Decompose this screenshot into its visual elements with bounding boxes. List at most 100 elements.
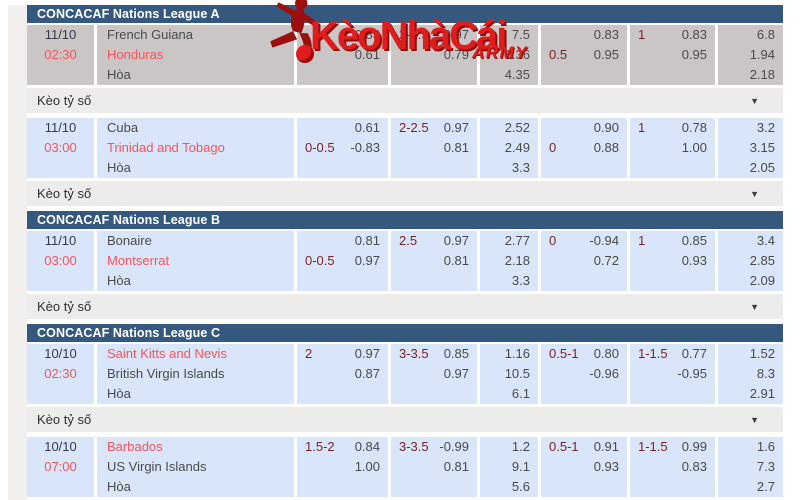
odds-value[interactable]: 2.77 [504, 233, 530, 248]
odds-value[interactable]: 5.6 [511, 479, 530, 494]
ht-overunder-cell[interactable]: 1-1.5 0.77 -0.95 [630, 344, 715, 404]
odds-value[interactable]: 2.85 [749, 253, 775, 268]
odds-value[interactable]: 1.00 [681, 140, 707, 155]
ht-1x2-cell[interactable]: 3.4 2.85 2.09 [718, 231, 783, 291]
odds-value[interactable]: 7.5 [511, 27, 530, 42]
ht-overunder-cell[interactable]: 1-1.5 0.99 0.83 [630, 437, 715, 497]
ft-overunder-cell[interactable]: 2-2.5 0.97 0.81 [391, 118, 477, 178]
odds-line[interactable]: 0 -0.94 [541, 231, 627, 251]
odds-value[interactable]: -0.83 [350, 140, 380, 155]
odds-value[interactable]: 2.49 [504, 140, 530, 155]
odds-line[interactable]: 0.83 [541, 25, 627, 45]
score-odds-row[interactable]: Kèo tỷ số ▼ [27, 407, 783, 432]
odds-value[interactable]: 2.18 [504, 253, 530, 268]
odds-value[interactable]: -0.95 [677, 366, 707, 381]
odds-value[interactable]: 0.90 [593, 120, 619, 135]
odds-value[interactable]: 0.93 [593, 459, 619, 474]
odds-value[interactable]: 2.18 [749, 67, 775, 82]
odds-value[interactable]: 0.97 [443, 27, 469, 42]
odds-line[interactable]: 0-0.5 -0.83 [297, 138, 388, 158]
odds-value[interactable]: 1.2 [511, 439, 530, 454]
odds-line[interactable]: 0-0.5 0.97 [297, 251, 388, 271]
odds-line[interactable]: 1 0.83 [630, 25, 715, 45]
odds-line[interactable]: 0.81 [297, 231, 388, 251]
odds-value[interactable]: 6.1 [511, 386, 530, 401]
odds-line[interactable]: 1-1.5 0.99 [630, 437, 715, 457]
odds-line[interactable]: 1.00 [630, 138, 715, 158]
odds-value[interactable]: 3.3 [511, 273, 530, 288]
chevron-down-icon[interactable]: ▼ [750, 96, 759, 106]
odds-line[interactable]: 0.83 [297, 25, 388, 45]
odds-value[interactable]: 1.36 [504, 47, 530, 62]
odds-value[interactable]: -0.94 [589, 233, 619, 248]
odds-value[interactable]: 1.16 [504, 346, 530, 361]
odds-value[interactable]: 9.1 [511, 459, 530, 474]
odds-value[interactable]: 4.35 [504, 67, 530, 82]
odds-line[interactable]: 0.95 [630, 45, 715, 65]
odds-value[interactable]: 10.5 [504, 366, 530, 381]
odds-line[interactable]: 0.72 [541, 251, 627, 271]
score-odds-row[interactable]: Kèo tỷ số ▼ [27, 88, 783, 113]
ft-handicap-cell[interactable]: 0.81 0-0.5 0.97 [297, 231, 388, 291]
odds-line[interactable]: 1 0.85 [630, 231, 715, 251]
odds-value[interactable]: 0.97 [443, 233, 469, 248]
odds-line[interactable]: 0.97 [391, 364, 477, 384]
odds-line[interactable]: 0.81 [391, 457, 477, 477]
ft-1x2-cell[interactable]: 2.52 2.49 3.3 [480, 118, 538, 178]
odds-value[interactable]: 0.99 [681, 439, 707, 454]
odds-value[interactable]: 0.87 [354, 366, 380, 381]
odds-line[interactable]: 1 0.78 [630, 118, 715, 138]
odds-value[interactable]: 8.3 [756, 366, 775, 381]
ft-handicap-cell[interactable]: 0.83 1 0.61 [297, 25, 388, 85]
ft-overunder-cell[interactable]: 3-3.5 0.85 0.97 [391, 344, 477, 404]
ht-handicap-cell[interactable]: 0 -0.94 0.72 [541, 231, 627, 291]
odds-value[interactable]: 0.81 [443, 140, 469, 155]
odds-line[interactable]: 3-3.5 0.85 [391, 344, 477, 364]
odds-line[interactable]: 0.5-1 0.80 [541, 344, 627, 364]
odds-value[interactable]: 0.84 [354, 439, 380, 454]
odds-line[interactable]: 0.81 [391, 138, 477, 158]
odds-value[interactable]: 0.81 [443, 253, 469, 268]
chevron-down-icon[interactable]: ▼ [750, 189, 759, 199]
chevron-down-icon[interactable]: ▼ [750, 415, 759, 425]
ft-1x2-cell[interactable]: 1.16 10.5 6.1 [480, 344, 538, 404]
odds-line[interactable]: 1.00 [297, 457, 388, 477]
odds-value[interactable]: 0.61 [354, 47, 380, 62]
odds-line[interactable]: 0.87 [297, 364, 388, 384]
odds-value[interactable]: 3.2 [756, 120, 775, 135]
odds-line[interactable]: 3-3.5 -0.99 [391, 437, 477, 457]
odds-line[interactable]: 0.81 [391, 251, 477, 271]
ht-overunder-cell[interactable]: 1 0.78 1.00 [630, 118, 715, 178]
odds-value[interactable]: 0.81 [443, 459, 469, 474]
odds-value[interactable]: 7.3 [756, 459, 775, 474]
odds-value[interactable]: 2.91 [749, 386, 775, 401]
odds-value[interactable]: 3.3 [511, 160, 530, 175]
ft-handicap-cell[interactable]: 1.5-2 0.84 1.00 [297, 437, 388, 497]
odds-value[interactable]: -0.99 [439, 439, 469, 454]
odds-value[interactable]: 0.81 [354, 233, 380, 248]
ht-1x2-cell[interactable]: 3.2 3.15 2.05 [718, 118, 783, 178]
ht-1x2-cell[interactable]: 1.52 8.3 2.91 [718, 344, 783, 404]
ft-overunder-cell[interactable]: 2.5 0.97 0.81 [391, 231, 477, 291]
odds-value[interactable]: 0.85 [443, 346, 469, 361]
odds-line[interactable]: -0.96 [541, 364, 627, 384]
odds-line[interactable]: 1 0.61 [297, 45, 388, 65]
odds-value[interactable]: -0.96 [589, 366, 619, 381]
odds-value[interactable]: 0.61 [354, 120, 380, 135]
odds-value[interactable]: 2.7 [756, 479, 775, 494]
ft-overunder-cell[interactable]: 3-3.5 -0.99 0.81 [391, 437, 477, 497]
odds-line[interactable]: 1.5-2 0.84 [297, 437, 388, 457]
odds-line[interactable]: 0.5-1 0.91 [541, 437, 627, 457]
ft-1x2-cell[interactable]: 7.5 1.36 4.35 [480, 25, 538, 85]
ht-overunder-cell[interactable]: 1 0.83 0.95 [630, 25, 715, 85]
odds-value[interactable]: 1.6 [756, 439, 775, 454]
odds-line[interactable]: 2.5 0.97 [391, 231, 477, 251]
odds-line[interactable]: 0.93 [541, 457, 627, 477]
odds-value[interactable]: 0.97 [443, 120, 469, 135]
odds-value[interactable]: 0.83 [354, 27, 380, 42]
odds-value[interactable]: 2.52 [504, 120, 530, 135]
ft-overunder-cell[interactable]: 2-2.5 0.97 0.79 [391, 25, 477, 85]
odds-line[interactable]: 2-2.5 0.97 [391, 118, 477, 138]
odds-value[interactable]: 3.4 [756, 233, 775, 248]
odds-value[interactable]: 0.83 [681, 459, 707, 474]
